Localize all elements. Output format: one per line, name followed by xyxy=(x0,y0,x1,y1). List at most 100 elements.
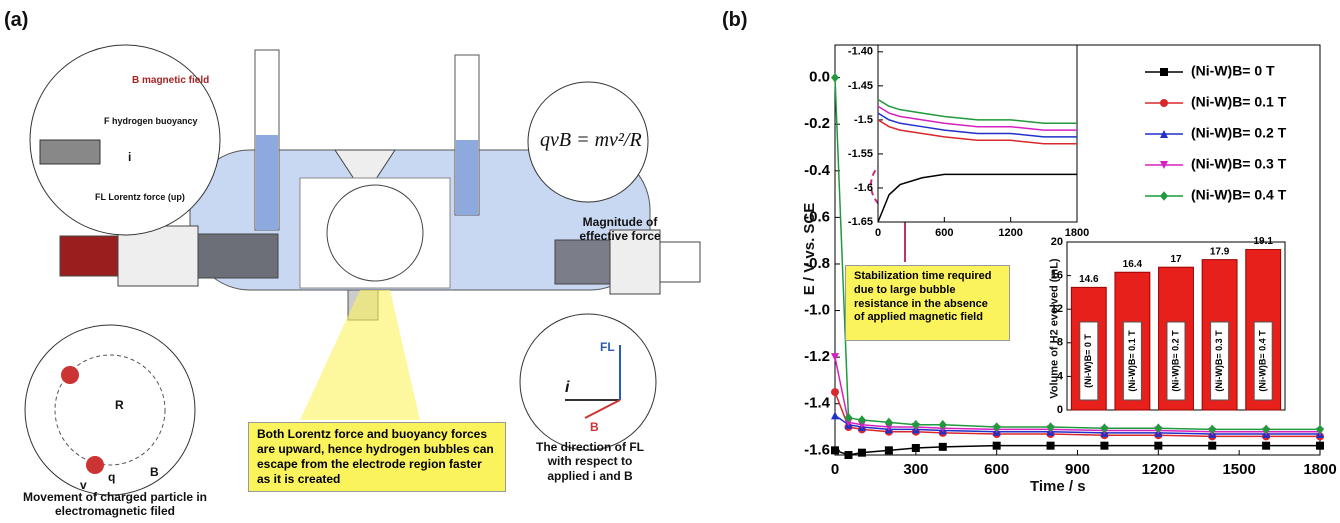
y-tick-label: -0.8 xyxy=(804,255,830,272)
diagram-label: FL xyxy=(600,340,615,354)
diagram-caption: The direction of FL with respect to appl… xyxy=(536,440,644,483)
series-line xyxy=(877,173,1077,223)
data-point xyxy=(911,419,920,430)
data-point xyxy=(831,411,839,420)
burette-liquid xyxy=(256,135,278,230)
chart-annotation: Stabilization time required due to large… xyxy=(845,265,1010,341)
data-point xyxy=(884,446,893,455)
equation: qvB = mv²/R xyxy=(540,129,642,151)
data-point xyxy=(992,422,1001,432)
data-point xyxy=(1262,441,1271,450)
category-box xyxy=(1253,321,1273,401)
data-point xyxy=(884,417,893,428)
diagram-label: B xyxy=(150,465,159,479)
panel-label: (b) xyxy=(722,9,748,31)
diagram-caption: Magnitude of effective force xyxy=(579,215,661,244)
electrode-rod xyxy=(659,241,701,283)
legend-label: (Ni-W)B= 0.4 T xyxy=(1191,187,1287,203)
diagram-label: B xyxy=(590,420,599,434)
y-tick-label: -1.2 xyxy=(804,348,830,365)
y-tick-label: 0 xyxy=(1057,404,1063,416)
legend-marker xyxy=(1160,191,1168,201)
bar-value-label: 17 xyxy=(1170,254,1182,265)
data-point xyxy=(1316,424,1324,435)
direction-circle xyxy=(519,313,657,451)
bar-value-label: 19.1 xyxy=(1253,236,1273,247)
data-point xyxy=(831,72,839,83)
y-tick-label: -1.0 xyxy=(804,302,830,319)
data-point xyxy=(938,419,947,430)
bar-value-label: 14.6 xyxy=(1079,274,1099,285)
particle-orbit xyxy=(326,184,424,282)
data-point xyxy=(1316,441,1324,450)
data-point xyxy=(992,441,1001,450)
category-label: (Ni-W)B= 0.2 T xyxy=(1170,330,1180,392)
field-arrow xyxy=(584,399,621,419)
y-tick-label: -1.5 xyxy=(854,114,873,126)
y-tick-label: -0.6 xyxy=(804,208,830,225)
y-tick-label: -0.4 xyxy=(804,162,831,179)
x-tick-label: 1200 xyxy=(998,227,1022,239)
legend-label: (Ni-W)B= 0 T xyxy=(1191,63,1275,79)
series-line xyxy=(877,119,1077,145)
category-box xyxy=(1166,321,1186,401)
legend-marker xyxy=(1160,99,1168,107)
particle-path xyxy=(54,354,166,466)
legend-marker xyxy=(1160,130,1168,138)
legend-label: (Ni-W)B= 0.2 T xyxy=(1191,125,1287,141)
series-line xyxy=(877,112,1077,138)
data-point xyxy=(1208,424,1217,435)
y-tick-label: -1.4 xyxy=(804,395,831,412)
category-label: (Ni-W)B= 0 T xyxy=(1083,334,1093,388)
legend-marker xyxy=(1160,68,1168,76)
callout-pointer xyxy=(300,290,420,420)
legend-label: (Ni-W)B= 0.1 T xyxy=(1191,94,1287,110)
data-point xyxy=(1262,424,1271,435)
x-tick-label: 300 xyxy=(903,461,928,478)
bar-value-label: 16.4 xyxy=(1123,259,1143,270)
field-grid xyxy=(299,177,451,289)
x-tick-label: 1500 xyxy=(1222,461,1255,478)
y-tick-label: 8 xyxy=(1057,337,1063,349)
diagram-label: R xyxy=(115,398,124,412)
data-point xyxy=(1100,423,1109,434)
diagram-label: v xyxy=(80,478,87,492)
y-axis-label: E / V vs. SCE xyxy=(801,202,818,296)
particle xyxy=(86,456,104,474)
data-point xyxy=(831,446,839,455)
electrode-cap xyxy=(609,229,661,295)
particle xyxy=(61,366,79,384)
category-label: (Ni-W)B= 0.4 T xyxy=(1258,330,1268,392)
category-label: (Ni-W)B= 0.3 T xyxy=(1214,330,1224,392)
diagram-note: Both Lorentz force and buoyancy forces a… xyxy=(248,422,506,492)
burette-liquid xyxy=(456,140,478,215)
data-point xyxy=(857,415,866,425)
y-tick-label: 20 xyxy=(1051,236,1063,248)
data-point xyxy=(844,412,853,423)
zoom-circle xyxy=(29,44,221,236)
y-tick-label: 16 xyxy=(1051,270,1063,282)
data-point xyxy=(857,448,866,457)
data-point xyxy=(831,388,839,397)
y-tick-label: -1.45 xyxy=(848,80,873,92)
legend-marker xyxy=(1160,161,1168,169)
electrode-holder xyxy=(197,233,279,279)
category-box xyxy=(1210,321,1230,401)
diagram-label: FL Lorentz force (up) xyxy=(95,192,185,202)
equation-circle xyxy=(527,81,649,203)
category-box xyxy=(1122,321,1142,401)
diagram-label: i xyxy=(128,150,132,164)
zoom-electrode xyxy=(39,139,101,165)
series-line xyxy=(877,105,1077,131)
x-tick-label: 1800 xyxy=(1303,461,1336,478)
x-axis-label: Time / s xyxy=(1030,478,1086,495)
x-tick-label: 1200 xyxy=(1142,461,1175,478)
x-tick-label: 900 xyxy=(1065,461,1090,478)
data-point xyxy=(911,444,920,453)
diagram-caption: Movement of charged particle in electrom… xyxy=(22,490,208,519)
x-tick-label: 600 xyxy=(935,227,953,239)
diagram-label: i xyxy=(565,379,570,396)
y-tick-label: -1.6 xyxy=(804,441,830,458)
data-point xyxy=(1100,441,1109,450)
